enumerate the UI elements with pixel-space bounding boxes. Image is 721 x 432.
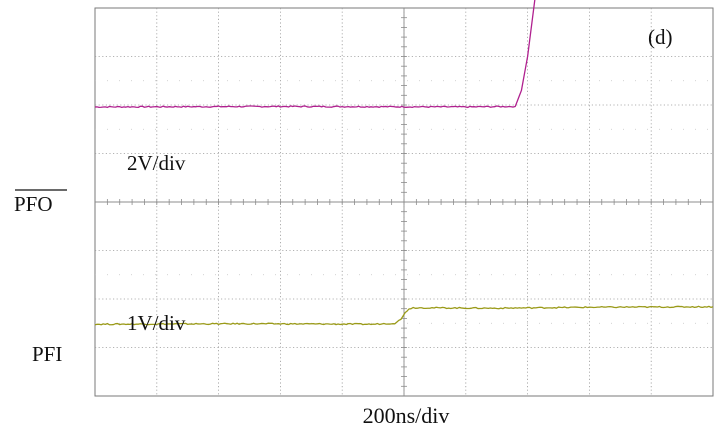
traces <box>94 0 714 326</box>
pfo-channel-label: PFO <box>14 192 53 216</box>
pfi-scale-label: 1V/div <box>127 311 186 335</box>
grid <box>94 7 714 397</box>
panel-label: (d) <box>648 25 673 49</box>
pfo-scale-label: 2V/div <box>127 151 186 175</box>
x-axis-label: 200ns/div <box>363 403 450 428</box>
trace-pfi <box>94 305 714 326</box>
pfi-channel-label: PFI <box>32 342 62 366</box>
trace-pfo <box>94 0 536 109</box>
